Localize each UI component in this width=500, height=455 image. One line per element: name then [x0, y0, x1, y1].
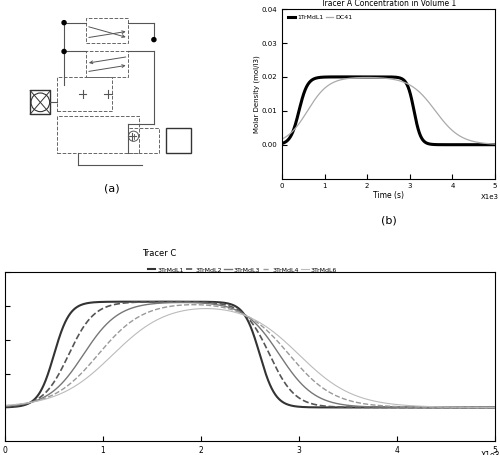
3TrMdL1	[482, 404, 488, 410]
3TrMdL4	[430, 404, 436, 410]
3TrMdL1	[2, 404, 8, 410]
Line: 3TrMdL1: 3TrMdL1	[5, 302, 495, 407]
Text: X1e3: X1e3	[482, 194, 500, 200]
3TrMdL1	[492, 404, 498, 410]
Y-axis label: Molar Density (mol/l3): Molar Density (mol/l3)	[254, 55, 260, 133]
3TrMdL6	[492, 404, 498, 410]
DC41	[465, 137, 471, 142]
3TrMdL6	[190, 307, 196, 312]
1TrMdL1	[488, 142, 494, 147]
Circle shape	[62, 20, 66, 25]
3TrMdL1	[58, 330, 64, 335]
DC41	[492, 142, 498, 147]
1TrMdL1	[304, 85, 310, 90]
Bar	[166, 128, 191, 153]
Line: 3TrMdL6: 3TrMdL6	[5, 308, 495, 407]
Line: 3TrMdL4: 3TrMdL4	[5, 305, 495, 407]
3TrMdL4	[212, 303, 218, 308]
3TrMdL1	[212, 299, 218, 305]
Title: Tracer A Concentration in Volume 1: Tracer A Concentration in Volume 1	[321, 0, 456, 8]
3TrMdL2	[87, 316, 93, 321]
3TrMdL6	[430, 404, 436, 410]
1TrMdL1	[465, 142, 471, 147]
3TrMdL1	[154, 299, 160, 304]
3TrMdL2	[58, 368, 64, 373]
1TrMdL1	[279, 141, 285, 146]
Circle shape	[152, 38, 156, 42]
3TrMdL6	[203, 306, 209, 311]
3TrMdL3	[87, 342, 93, 348]
3TrMdL3	[482, 404, 488, 410]
3TrMdL4	[482, 404, 488, 410]
3TrMdL6	[87, 373, 93, 378]
3TrMdL1	[190, 299, 196, 304]
DC41	[279, 136, 285, 142]
3TrMdL4	[87, 361, 93, 367]
3TrMdL2	[492, 404, 498, 410]
Bar	[58, 116, 138, 153]
3TrMdL6	[58, 391, 64, 396]
3TrMdL4	[2, 403, 8, 409]
Bar	[86, 51, 128, 77]
Text: (a): (a)	[104, 184, 120, 194]
DC41	[304, 110, 310, 116]
Circle shape	[62, 50, 66, 54]
1TrMdL1	[360, 74, 366, 80]
Line: 3TrMdL3: 3TrMdL3	[5, 303, 495, 407]
Line: 1TrMdL1: 1TrMdL1	[282, 77, 495, 145]
Text: X1e3: X1e3	[480, 451, 500, 455]
3TrMdL2	[212, 300, 218, 306]
X-axis label: Time (s): Time (s)	[373, 191, 404, 200]
Text: (b): (b)	[380, 216, 396, 226]
3TrMdL6	[212, 306, 218, 312]
1TrMdL1	[370, 74, 376, 80]
3TrMdL6	[482, 404, 488, 410]
3TrMdL2	[166, 299, 172, 304]
3TrMdL6	[2, 403, 8, 408]
3TrMdL3	[58, 382, 64, 387]
Legend: 3TrMdL1, 3TrMdL2, 3TrMdL3, 3TrMdL4, 3TrMdL6: 3TrMdL1, 3TrMdL2, 3TrMdL3, 3TrMdL4, 3TrM…	[146, 265, 340, 275]
3TrMdL4	[492, 404, 498, 410]
Bar	[86, 18, 128, 43]
DC41	[488, 141, 494, 147]
3TrMdL3	[178, 300, 184, 305]
3TrMdL2	[2, 404, 8, 410]
Bar	[58, 77, 112, 111]
3TrMdL4	[58, 388, 64, 393]
3TrMdL2	[430, 404, 436, 410]
DC41	[360, 75, 366, 80]
3TrMdL2	[482, 404, 488, 410]
3TrMdL3	[2, 404, 8, 409]
3TrMdL3	[212, 302, 218, 307]
3TrMdL3	[190, 300, 196, 305]
DC41	[364, 75, 370, 80]
Bar	[30, 91, 50, 114]
1TrMdL1	[360, 74, 366, 80]
DC41	[316, 91, 322, 97]
Line: 3TrMdL2: 3TrMdL2	[5, 302, 495, 407]
1TrMdL1	[316, 75, 322, 80]
3TrMdL1	[430, 404, 436, 410]
1TrMdL1	[492, 142, 498, 147]
3TrMdL1	[87, 300, 93, 305]
3TrMdL4	[190, 302, 196, 308]
Legend: 1TrMdL1, DC41: 1TrMdL1, DC41	[285, 12, 354, 23]
3TrMdL3	[492, 404, 498, 410]
3TrMdL3	[430, 404, 436, 410]
DC41	[370, 75, 376, 80]
3TrMdL4	[190, 302, 196, 308]
Text: Tracer C: Tracer C	[142, 249, 176, 258]
Bar	[128, 128, 159, 153]
3TrMdL2	[190, 299, 196, 305]
Line: DC41: DC41	[282, 77, 495, 144]
